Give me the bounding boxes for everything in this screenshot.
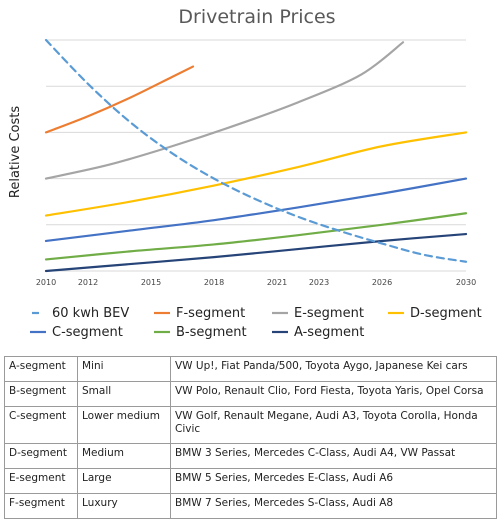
chart-title: Drivetrain Prices [178, 6, 335, 28]
examples-cell: VW Golf, Renault Megane, Audi A3, Toyota… [170, 406, 497, 444]
table-row: B-segment Small VW Polo, Renault Clio, F… [4, 381, 497, 407]
x-tick-label: 2030 [456, 278, 476, 287]
segment-cell: D-segment [4, 443, 78, 469]
examples-cell: BMW 7 Series, Mercedes S-Class, Audi A8 [170, 493, 497, 519]
x-tick-label: 2012 [78, 278, 98, 287]
size-cell: Luxury [77, 493, 171, 519]
chart-area: 2010 2012 2015 2018 2021 2023 2026 2030 Drivetr… [8, 6, 482, 340]
table-row: E-segment Large BMW 5 Series, Mercedes E… [4, 468, 497, 494]
x-tick-label: 2021 [267, 278, 287, 287]
series-line-e-segment [44, 41, 405, 180]
legend-label: D-segment [410, 306, 482, 321]
x-tick-labels: 2010 2012 2015 2018 2021 2023 2026 2030 [36, 278, 476, 287]
size-cell: Mini [77, 356, 171, 382]
legend-label: A-segment [294, 325, 364, 340]
series-line-c-segment [44, 177, 468, 243]
x-tick-label: 2018 [204, 278, 224, 287]
size-cell: Medium [77, 443, 171, 469]
legend-label: C-segment [52, 325, 123, 340]
legend-label: 60 kwh BEV [52, 306, 129, 321]
table-row: F-segment Luxury BMW 7 Series, Mercedes … [4, 493, 497, 519]
legend: 60 kwh BEV F-segment E-segment D-segment C-s… [30, 306, 482, 340]
series-line-f-segment [44, 65, 195, 134]
examples-cell: BMW 3 Series, Mercedes C-Class, Audi A4,… [170, 443, 497, 469]
segment-cell: E-segment [4, 468, 78, 494]
series-line-d-segment [44, 131, 468, 217]
series-line-a-segment [44, 232, 468, 273]
size-cell: Large [77, 468, 171, 494]
legend-label: F-segment [176, 306, 245, 321]
x-tick-label: 2026 [372, 278, 392, 287]
x-tick-label: 2010 [36, 278, 56, 287]
size-cell: Small [77, 381, 171, 407]
segment-cell: B-segment [4, 381, 78, 407]
series-line-60-kwh-bev [44, 38, 468, 263]
segment-cell: C-segment [4, 406, 78, 444]
series-lines [44, 38, 468, 273]
segment-cell: F-segment [4, 493, 78, 519]
legend-label: B-segment [176, 325, 247, 340]
examples-cell: VW Polo, Renault Clio, Ford Fiesta, Toyo… [170, 381, 497, 407]
gridlines [46, 39, 466, 272]
legend-label: E-segment [294, 306, 364, 321]
y-axis-label: Relative Costs [8, 106, 23, 198]
table-row: D-segment Medium BMW 3 Series, Mercedes … [4, 443, 497, 469]
segment-cell: A-segment [4, 356, 78, 382]
size-cell: Lower medium [77, 406, 171, 444]
examples-cell: VW Up!, Fiat Panda/500, Toyota Aygo, Jap… [170, 356, 497, 382]
line-chart: 2010 2012 2015 2018 2021 2023 2026 2030 Drivetr… [8, 6, 482, 340]
segment-table: A-segment Mini VW Up!, Fiat Panda/500, T… [4, 356, 497, 519]
table-row: A-segment Mini VW Up!, Fiat Panda/500, T… [4, 356, 497, 382]
series-line-b-segment [44, 212, 468, 261]
examples-cell: BMW 5 Series, Mercedes E-Class, Audi A6 [170, 468, 497, 494]
x-tick-label: 2015 [141, 278, 161, 287]
table-row: C-segment Lower medium VW Golf, Renault … [4, 406, 497, 444]
x-tick-label: 2023 [309, 278, 329, 287]
